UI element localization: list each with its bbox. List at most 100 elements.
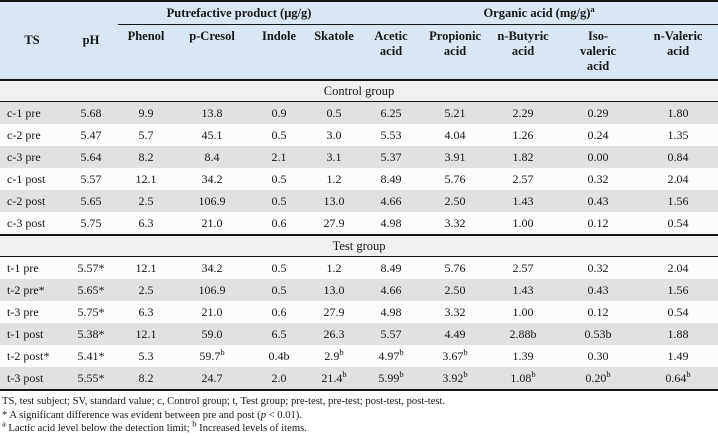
value-cell: 106.9: [174, 190, 250, 212]
ph-cell: 5.57: [64, 168, 118, 190]
table-row: t-2 pre* 5.65* 2.5 106.9 0.5 13.0 4.66 2.50 1.43…: [0, 279, 718, 301]
value-cell: 1.2: [308, 256, 361, 279]
value-cell: 0.43: [558, 279, 639, 301]
value-cell: 3.67b: [422, 345, 489, 367]
value-cell: 3.32: [422, 212, 489, 235]
col-header-indole: Indole: [250, 24, 308, 81]
value-cell: 2.5: [118, 279, 174, 301]
table-row: c-1 pre 5.68 9.9 13.8 0.9 0.5 6.25 5.21 2.29 0.29…: [0, 101, 718, 124]
group-header-putrefactive-label: Putrefactive product (μg/g): [166, 5, 312, 20]
value-cell: 13.8: [174, 101, 250, 124]
value-cell: 8.49: [360, 168, 423, 190]
col-header-ph: pH: [64, 1, 118, 80]
subject-cell: t-3 post: [0, 367, 64, 391]
value-cell: 8.2: [118, 367, 174, 391]
value-cell: 2.88b: [488, 323, 559, 345]
group-band-label: Control group: [0, 79, 718, 102]
value-cell: 0.29: [558, 101, 639, 124]
value-cell: 0.24: [558, 124, 639, 146]
subject-cell: c-3 post: [0, 212, 64, 235]
value-cell: 0.54: [638, 301, 718, 323]
footnotes: TS, test subject; SV, standard value; c,…: [0, 395, 718, 436]
col-header-skatole: Skatole: [308, 24, 361, 81]
value-cell: 59.7b: [174, 345, 250, 367]
subject-cell: t-1 pre: [0, 256, 64, 279]
group-header-organic-label: Organic acid (mg/g): [483, 5, 591, 20]
value-cell: 6.3: [118, 301, 174, 323]
value-cell: 5.53: [360, 124, 423, 146]
value-cell: 34.2: [174, 256, 250, 279]
value-cell: 0.12: [558, 301, 639, 323]
value-cell: 8.2: [118, 146, 174, 168]
value-cell: 106.9: [174, 279, 250, 301]
value-cell: 8.49: [360, 256, 423, 279]
ph-cell: 5.64: [64, 146, 118, 168]
group-band-row: Control group: [0, 79, 718, 102]
table-row: t-1 pre 5.57* 12.1 34.2 0.5 1.2 8.49 5.76 2.57 0.…: [0, 256, 718, 279]
value-cell: 26.3: [308, 323, 361, 345]
value-cell: 59.0: [174, 323, 250, 345]
value-cell: 1.00: [488, 301, 559, 323]
value-cell: 2.57: [488, 256, 559, 279]
results-table: TS pH Putrefactive product (μg/g) Organi…: [0, 0, 718, 391]
col-header-iso-valericacid: Iso-valeric acid: [558, 24, 639, 81]
col-header-p-cresol: p-Cresol: [174, 24, 250, 81]
value-cell: 0.12: [558, 212, 639, 235]
value-cell: 0.43: [558, 190, 639, 212]
ph-cell: 5.75: [64, 212, 118, 235]
value-cell: 5.3: [118, 345, 174, 367]
value-cell: 4.49: [422, 323, 489, 345]
value-cell: 1.2: [308, 168, 361, 190]
value-cell: 3.32: [422, 301, 489, 323]
value-cell: 21.4b: [308, 367, 361, 391]
value-cell: 27.9: [308, 212, 361, 235]
value-cell: 4.97b: [360, 345, 423, 367]
value-cell: 0.30: [558, 345, 639, 367]
value-cell: 1.49: [638, 345, 718, 367]
value-cell: 34.2: [174, 168, 250, 190]
value-cell: 0.6: [250, 212, 308, 235]
table-body: Control group c-1 pre 5.68 9.9 13.8 0.9 0.5 6.2…: [0, 79, 718, 391]
value-cell: 0.9: [250, 101, 308, 124]
subject-cell: c-2 pre: [0, 124, 64, 146]
footnote-significance: * A significant difference was evident b…: [2, 409, 302, 421]
group-header-organic-superscript: a: [590, 3, 595, 14]
value-cell: 6.25: [360, 101, 423, 124]
col-header-propionicacid: Propionic acid: [422, 24, 489, 81]
value-cell: 3.0: [308, 124, 361, 146]
value-cell: 4.98: [360, 212, 423, 235]
table-row: c-1 post 5.57 12.1 34.2 0.5 1.2 8.49 5.76 2.57 0.…: [0, 168, 718, 190]
value-cell: 0.5: [250, 168, 308, 190]
col-header-n-butyricacid: n-Butyric acid: [488, 24, 559, 81]
ph-cell: 5.65: [64, 190, 118, 212]
value-cell: 2.9b: [308, 345, 361, 367]
value-cell: 0.64b: [638, 367, 718, 391]
value-cell: 1.39: [488, 345, 559, 367]
value-cell: 6.3: [118, 212, 174, 235]
col-header-n-valericacid: n-Valeric acid: [638, 24, 718, 81]
subject-cell: t-2 pre*: [0, 279, 64, 301]
value-cell: 0.5: [250, 279, 308, 301]
col-header-phenol: Phenol: [118, 24, 174, 81]
ph-cell: 5.55*: [64, 367, 118, 391]
col-header-ts: TS: [0, 1, 64, 80]
value-cell: 12.1: [118, 323, 174, 345]
footnote-detection-limit: a Lactic acid level below the detection …: [2, 418, 307, 434]
value-cell: 5.99b: [360, 367, 423, 391]
value-cell: 4.66: [360, 190, 423, 212]
value-cell: 5.57: [360, 323, 423, 345]
value-cell: 2.57: [488, 168, 559, 190]
value-cell: 0.5: [250, 190, 308, 212]
value-cell: 3.92b: [422, 367, 489, 391]
value-cell: 5.76: [422, 256, 489, 279]
col-header-aceticacid: Acetic acid: [360, 24, 423, 81]
value-cell: 21.0: [174, 212, 250, 235]
value-cell: 2.04: [638, 168, 718, 190]
subject-cell: t-2 post*: [0, 345, 64, 367]
value-cell: 27.9: [308, 301, 361, 323]
table-row: t-1 post 5.38* 12.1 59.0 6.5 26.3 5.57 4.49 2.88…: [0, 323, 718, 345]
value-cell: 0.32: [558, 256, 639, 279]
value-cell: 1.00: [488, 212, 559, 235]
value-cell: 0.5: [250, 124, 308, 146]
value-cell: 0.00: [558, 146, 639, 168]
